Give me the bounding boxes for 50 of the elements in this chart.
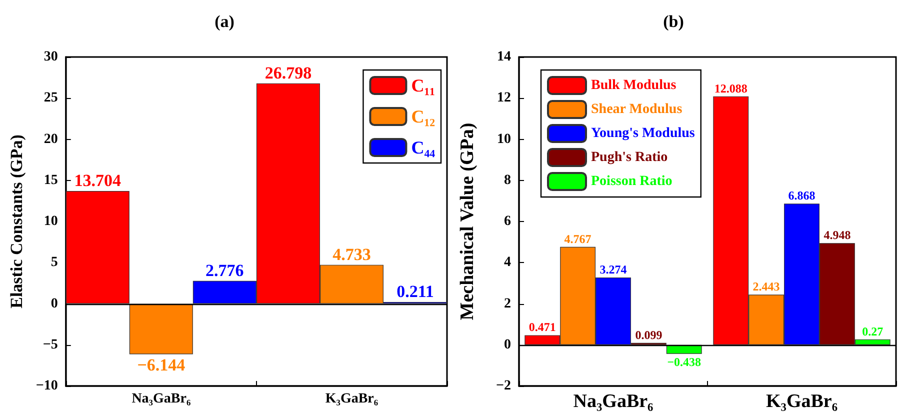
data-label: 4.733: [332, 244, 371, 264]
y-tick-label: 4: [504, 255, 511, 270]
data-label: 26.798: [264, 63, 312, 82]
y-tick-label: 14: [497, 50, 511, 64]
legend-label: Young's Modulus: [591, 126, 696, 141]
legend-label: Pugh's Ratio: [591, 150, 668, 165]
y-tick-label: 15: [44, 172, 58, 188]
data-label: 13.704: [74, 171, 122, 190]
legend-label: C₁₁: [411, 76, 436, 96]
y-tick-label: 5: [50, 255, 58, 270]
data-label: 0.27: [862, 324, 884, 338]
y-tick-label: 8: [504, 172, 511, 188]
x-tick-label: K₃GaBr₆: [325, 392, 378, 406]
data-label: 4.767: [564, 232, 592, 246]
y-tick-label: 6: [504, 214, 511, 229]
y-tick-label: 10: [44, 214, 58, 229]
legend-label: Shear Modulus: [591, 102, 683, 117]
y-tick-label: 0: [504, 337, 511, 352]
y-tick-label: 10: [497, 132, 511, 147]
y-tick-label: −2: [496, 378, 511, 394]
x-tick-label: Na₃GaBr₆: [132, 392, 191, 406]
y-tick-label: 12: [497, 90, 511, 106]
data-label: 0.471: [528, 320, 556, 334]
y-axis-title: Mechanical Value (GPa): [457, 122, 478, 320]
y-axis-title: Elastic Constants (GPa): [7, 134, 26, 308]
legend-label: C₄₄: [411, 138, 436, 158]
data-label: 0.211: [396, 282, 434, 302]
y-tick-label: 20: [44, 132, 58, 147]
x-tick-label: K₃GaBr₆: [766, 391, 838, 412]
data-label: 12.088: [714, 81, 748, 96]
data-label: 4.948: [824, 228, 851, 242]
data-label: −0.438: [667, 354, 702, 369]
data-label: 6.868: [788, 188, 816, 203]
data-label: −6.144: [137, 355, 186, 374]
data-label: 3.274: [600, 262, 627, 277]
x-tick-label: Na₃GaBr₆: [573, 391, 654, 412]
legend-label: Bulk Modulus: [591, 78, 677, 93]
chart-title: (b): [663, 12, 684, 31]
y-tick-label: −10: [36, 378, 58, 394]
legend-label: Poisson Ratio: [591, 174, 672, 189]
data-label: 0.099: [635, 328, 662, 342]
y-tick-label: 0: [50, 296, 58, 312]
chart-title: (a): [214, 12, 234, 31]
legend-label: C₁₂: [411, 106, 436, 126]
y-tick-label: 25: [44, 90, 58, 106]
data-label: 2.443: [752, 280, 780, 294]
y-tick-label: −5: [42, 337, 58, 352]
data-label: 2.776: [206, 260, 244, 280]
y-tick-label: 30: [44, 50, 58, 64]
y-tick-label: 2: [504, 296, 511, 312]
